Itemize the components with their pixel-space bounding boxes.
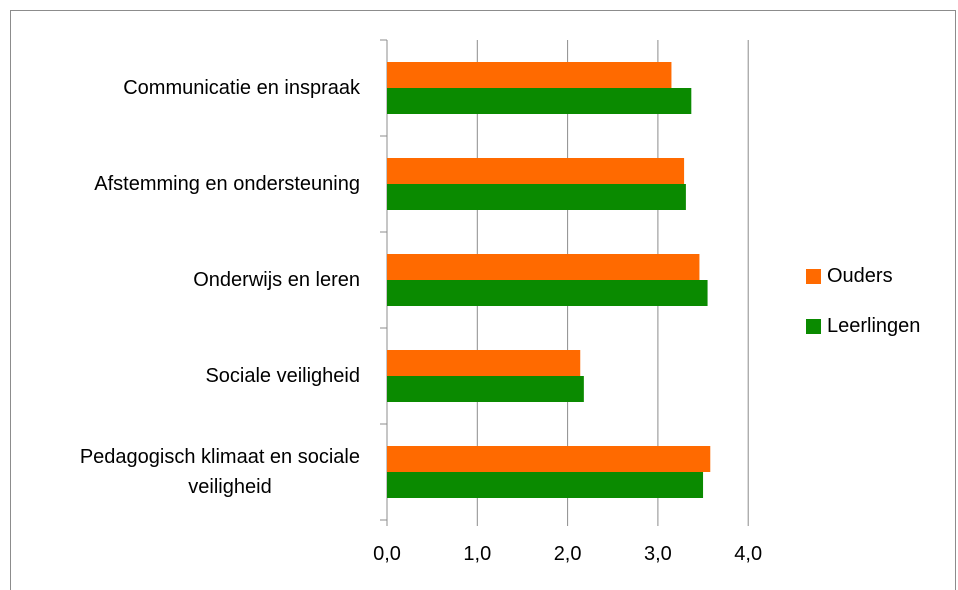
x-tick-label: 1,0 [463,543,491,565]
bar-ouders-3 [387,350,581,376]
category-label-line: Communicatie en inspraak [123,77,360,99]
bar-leerlingen-4 [387,472,704,498]
category-label-line: Onderwijs en leren [193,269,360,291]
x-tick-label: 0,0 [373,543,401,565]
category-label-line: Pedagogisch klimaat en sociale [79,446,360,468]
bar-leerlingen-2 [387,280,708,306]
category-label: Communicatie en inspraak [0,73,360,103]
category-label-line: veiligheid [188,476,272,498]
bar-leerlingen-3 [387,376,584,402]
category-label: Onderwijs en leren [0,265,360,295]
legend-swatch-ouders [806,269,821,284]
x-tick-label: 2,0 [554,543,582,565]
category-label-line: Afstemming en ondersteuning [94,173,360,195]
x-tick-label: 3,0 [644,543,672,565]
legend-swatch-leerlingen [806,319,821,334]
category-label: Afstemming en ondersteuning [0,169,360,199]
bar-leerlingen-1 [387,184,686,210]
x-tick-label: 4,0 [734,543,762,565]
legend-item-leerlingen: Leerlingen [806,315,920,338]
bar-ouders-2 [387,254,700,280]
category-label-line: Sociale veiligheid [205,365,360,387]
category-label: Pedagogisch klimaat en sociale veiligheid [0,442,360,502]
bar-ouders-0 [387,62,672,88]
bar-ouders-1 [387,158,685,184]
legend-label-ouders: Ouders [827,265,893,287]
legend-item-ouders: Ouders [806,265,893,288]
bar-leerlingen-0 [387,88,692,114]
category-label: Sociale veiligheid [0,361,360,391]
legend-label-leerlingen: Leerlingen [827,315,921,337]
chart-frame [10,10,956,590]
bar-ouders-4 [387,446,711,472]
